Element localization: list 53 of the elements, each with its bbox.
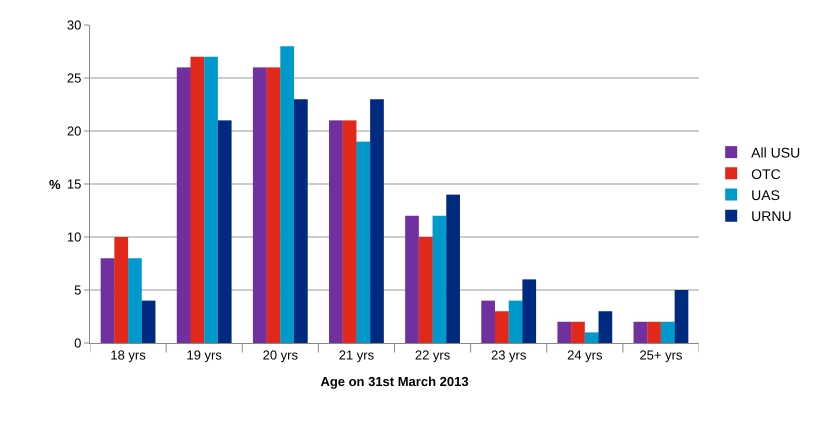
y-tick-label: 10 <box>66 230 82 245</box>
bar <box>571 322 585 343</box>
bar <box>418 237 433 343</box>
x-tick-label: 24 yrs <box>567 348 604 363</box>
bar <box>446 194 460 343</box>
bar <box>647 322 661 343</box>
y-tick-label: 15 <box>66 176 82 192</box>
bar <box>176 67 190 343</box>
bar <box>598 311 612 343</box>
y-tick-label: 5 <box>74 282 82 298</box>
x-tick-label: 20 yrs <box>262 348 299 363</box>
x-tick-label: 22 yrs <box>414 348 451 363</box>
y-tick-label: 0 <box>74 336 82 351</box>
bar <box>660 322 675 343</box>
bar <box>128 258 142 343</box>
bar <box>481 300 495 343</box>
x-tick-label: 18 yrs <box>110 348 146 363</box>
bar <box>342 120 356 343</box>
legend-label: UAS <box>751 186 780 203</box>
legend-label: All USU <box>751 144 800 161</box>
y-tick-label: 20 <box>66 124 82 139</box>
bar <box>522 279 536 343</box>
bar <box>252 67 267 343</box>
bar <box>266 67 280 343</box>
x-tick-label: 19 yrs <box>186 348 222 363</box>
legend-label: URNU <box>751 208 792 224</box>
bar <box>294 99 308 343</box>
bar <box>100 258 114 343</box>
bar <box>557 322 572 343</box>
y-tick-label: 30 <box>66 18 82 33</box>
bar <box>370 99 384 343</box>
legend-label: OTC <box>751 166 781 182</box>
bar <box>674 290 688 343</box>
bar <box>280 46 294 343</box>
bar <box>329 120 343 343</box>
x-tick-label: 25+ yrs <box>639 348 683 363</box>
bar <box>190 56 204 343</box>
y-axis-title: % <box>49 177 61 192</box>
bar <box>432 216 446 343</box>
bar <box>584 332 599 343</box>
bar <box>508 300 522 343</box>
bar <box>204 56 218 343</box>
bar <box>494 311 509 343</box>
x-tick-label: 21 yrs <box>338 348 375 363</box>
bar <box>142 300 156 343</box>
bar <box>218 120 232 343</box>
bar <box>114 237 128 343</box>
x-tick-label: 23 yrs <box>490 348 527 363</box>
y-tick-label: 25 <box>66 70 82 86</box>
x-axis-title: Age on 31st March 2013 <box>320 374 469 390</box>
bar <box>634 322 648 343</box>
bar <box>356 142 370 343</box>
bar <box>405 216 419 343</box>
